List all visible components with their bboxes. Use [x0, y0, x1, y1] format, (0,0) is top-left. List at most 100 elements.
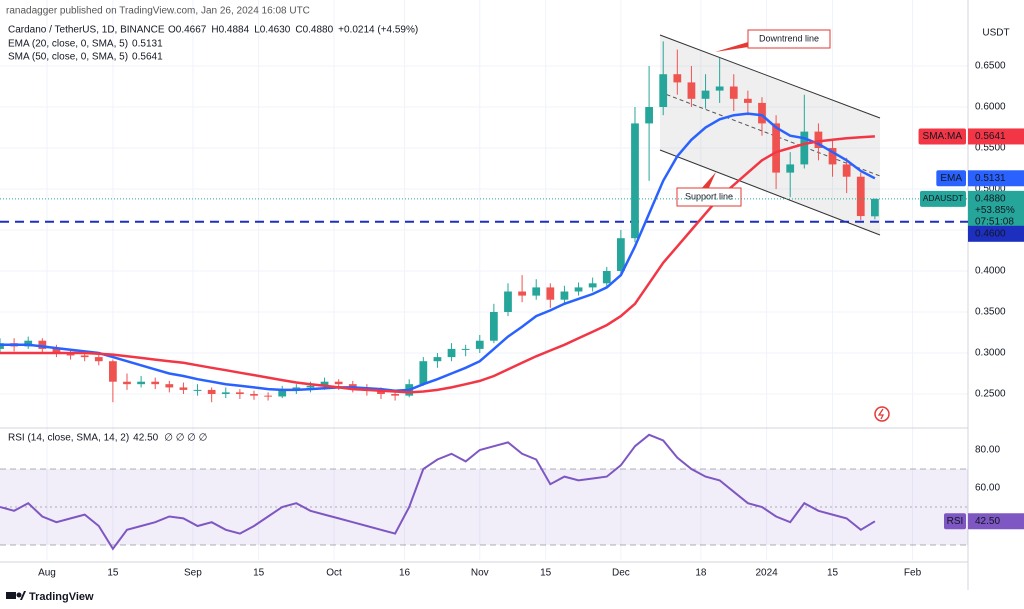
candle-body: [278, 389, 287, 397]
legend-entry: EMA (20, close, 0, SMA, 5): [8, 39, 128, 50]
rsi-extras: ∅ ∅ ∅ ∅: [164, 433, 207, 444]
candle-body: [645, 107, 653, 124]
candle-body: [673, 74, 682, 83]
ma-value-tag: [968, 128, 1024, 145]
ohlc: O0.4667 H0.4884 L0.4630 C0.4880 +0.0214 (+4.…: [168, 25, 418, 36]
legend-value: 0.5641: [132, 52, 163, 63]
rsi-title: RSI (14, close, SMA, 14, 2): [8, 433, 129, 444]
candle-body: [659, 74, 668, 108]
candle-body: [151, 381, 160, 385]
x-tick-label: Nov: [471, 568, 489, 579]
x-tick-label: 2024: [756, 568, 779, 579]
candle-body: [814, 131, 823, 149]
publisher: ranadagger published on TradingView.com,…: [6, 6, 310, 17]
candle-body: [828, 148, 837, 165]
legend-value: 0.5131: [132, 39, 163, 50]
candle-body: [786, 164, 795, 173]
candle-body: [165, 384, 174, 388]
candle-body: [264, 395, 272, 397]
alert-icon: [874, 406, 890, 422]
ohlc-value: L0.4630: [254, 25, 291, 36]
candle-body: [687, 82, 696, 99]
candle-body: [38, 340, 47, 349]
legend-entry: SMA (50, close, 0, SMA, 5): [8, 52, 128, 63]
y-tick-label: 0.4000: [975, 266, 1006, 277]
ma-tag-text: SMA:MA: [923, 131, 963, 142]
ma-value-tag: [968, 170, 1024, 187]
candle-body: [109, 361, 117, 382]
ma-tag: [936, 170, 966, 187]
candle-body: [870, 198, 879, 217]
rsi-value-tag-text: 42.50: [975, 516, 1000, 527]
candle-body: [236, 392, 244, 395]
callout-box: [747, 29, 831, 49]
candle-body: [80, 355, 89, 358]
plot: [0, 41, 968, 551]
candle-body: [334, 381, 343, 385]
y-tick-label: 0.5000: [975, 184, 1006, 195]
candle-body: [588, 283, 597, 288]
candle-body: [701, 90, 710, 99]
ma-value-tag-text: 0.5131: [975, 173, 1006, 184]
candle-body: [123, 381, 131, 385]
candle-body: [489, 312, 498, 341]
candle-body: [447, 348, 456, 358]
x-tick-label: 15: [540, 568, 552, 579]
candle-body: [320, 381, 329, 386]
logo: [6, 592, 16, 599]
candle-body: [52, 348, 61, 354]
candle-body: [758, 102, 766, 124]
candle-body: [221, 392, 230, 395]
candle-body: [532, 287, 541, 296]
symbol-tag: [920, 190, 966, 207]
y-tick-label: 0.3500: [975, 307, 1006, 318]
candle-body: [772, 123, 780, 173]
rsi-tag: [944, 513, 966, 530]
ohlc-value: C0.4880: [295, 25, 333, 36]
y-tick-label: 0.5500: [975, 143, 1006, 154]
candle-body: [306, 385, 315, 388]
currency: USDT: [982, 28, 1009, 39]
candle-body: [461, 348, 470, 350]
logo: [16, 592, 22, 598]
ma-value-tag-text: 0.5641: [975, 131, 1006, 142]
y-tick-label: 0.3000: [975, 348, 1006, 359]
rsi-value: 42.50: [133, 433, 158, 444]
x-tick-label: Dec: [612, 568, 630, 579]
x-tick-label: 15: [253, 568, 265, 579]
y-tick-label: 0.6000: [975, 102, 1006, 113]
candle-body: [137, 381, 145, 385]
candle-body: [475, 340, 484, 349]
callout-box: [676, 187, 742, 207]
candles: [0, 41, 879, 403]
ohlc-value: O0.4667: [168, 25, 207, 36]
brand: TradingView: [29, 591, 94, 603]
ma-line: [0, 112, 876, 392]
last-price-text: +53.85%: [975, 205, 1015, 216]
symbol-tag-text: ADAUSDT: [923, 193, 964, 203]
callouts: Downtrend line Support line: [676, 29, 831, 207]
y-tick-label: 60.00: [975, 483, 1000, 494]
candle-body: [743, 98, 752, 103]
candle-body: [348, 384, 357, 388]
candle-body: [94, 357, 103, 362]
logo: [20, 591, 26, 600]
candle-body: [560, 291, 569, 300]
candle-body: [250, 394, 258, 396]
candle-body: [842, 164, 851, 177]
x-tick-label: Sep: [184, 568, 202, 579]
candle-body: [856, 176, 865, 217]
callout-text: Support line: [685, 191, 733, 201]
rsi-value-tag: [968, 513, 1024, 530]
y-tick-label: 80.00: [975, 445, 1000, 456]
y-tick-label: 0.2500: [975, 389, 1006, 400]
downtrend-line: [659, 34, 881, 119]
candle-body: [602, 271, 611, 284]
last-price-text: 07:51:08: [975, 216, 1014, 227]
candle-body: [715, 86, 724, 91]
candle-body: [729, 86, 738, 99]
ma-tag: [918, 128, 966, 145]
candle-body: [179, 387, 188, 390]
